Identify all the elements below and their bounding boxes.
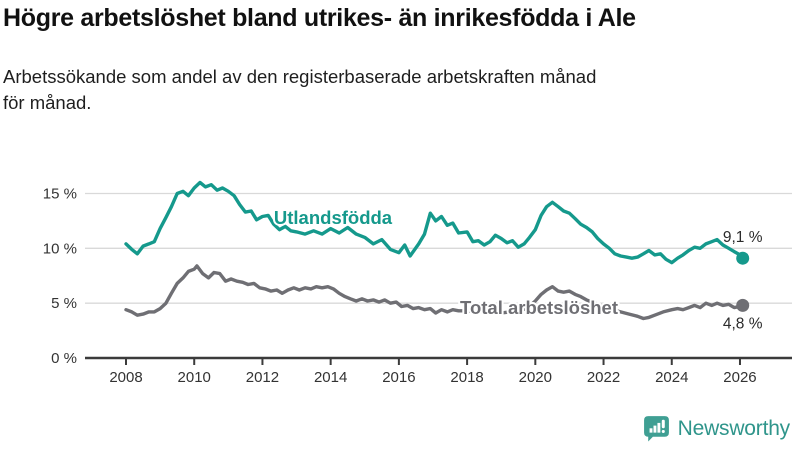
x-axis-tick-label: 2018 [450, 369, 483, 386]
newsworthy-wordmark: Newsworthy [677, 416, 791, 440]
x-axis-tick-label: 2022 [587, 369, 620, 386]
chart-title: Högre arbetslöshet bland utrikes- än inr… [3, 4, 636, 32]
y-axis-tick-label: 5 % [51, 295, 77, 312]
logo-exclamation-bar [661, 419, 665, 429]
logo-bar-2 [653, 425, 657, 433]
x-axis-tick-label: 2024 [655, 369, 688, 386]
series-end-value-label: 4,8 % [723, 315, 763, 332]
x-axis-tick-label: 2016 [382, 369, 415, 386]
series-line-utlandsfodda [124, 180, 745, 265]
chart-subtitle: Arbetssökande som andel av den registerb… [3, 66, 597, 114]
logo-exclamation-dot [661, 429, 665, 433]
series-line-total [124, 264, 745, 321]
x-axis-tick-label: 2020 [519, 369, 552, 386]
y-axis-tick-label: 10 % [43, 240, 77, 257]
series-label-total: Total arbetslöshet [460, 297, 618, 318]
newsworthy-branding: Newsworthy [642, 414, 790, 443]
series-label-utlandsfodda: Utlandsfödda [274, 207, 393, 228]
logo-bar-3 [657, 422, 660, 433]
series-end-dot-total [736, 298, 750, 312]
logo-bar-1 [649, 428, 653, 433]
x-axis-tick-label: 2010 [178, 369, 211, 386]
x-axis-tick-label: 2026 [723, 369, 756, 386]
x-axis-tick-label: 2014 [314, 369, 347, 386]
y-axis-tick-label: 0 % [51, 350, 77, 367]
y-axis-tick-label: 15 % [43, 185, 77, 202]
x-axis-tick-label: 2008 [109, 369, 142, 386]
logo-bubble [643, 416, 669, 442]
series-end-value-label: 9,1 % [723, 229, 763, 246]
x-axis-tick-label: 2012 [246, 369, 279, 386]
newsworthy-logo-icon [643, 416, 669, 442]
series-end-dot-utlandsfodda [736, 251, 750, 265]
